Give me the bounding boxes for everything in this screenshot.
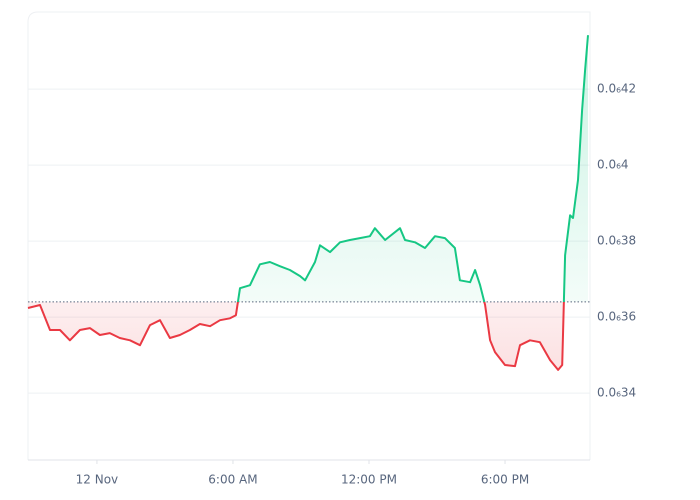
x-tick-label: 12:00 PM xyxy=(341,473,397,487)
y-tick-label: 0.0₆36 xyxy=(597,310,636,324)
x-tick-label: 6:00 PM xyxy=(481,473,529,487)
y-tick-label: 0.0₆38 xyxy=(597,234,636,248)
plot-frame xyxy=(27,11,591,460)
y-tick-label: 0.0₆42 xyxy=(597,82,636,96)
price-line xyxy=(27,35,589,371)
area-fill xyxy=(28,35,588,370)
x-tick-label: 12 Nov xyxy=(76,473,119,487)
x-tick-label: 6:00 AM xyxy=(208,473,257,487)
y-tick-label: 0.0₆34 xyxy=(597,386,636,400)
y-tick-label: 0.0₆4 xyxy=(597,158,629,172)
